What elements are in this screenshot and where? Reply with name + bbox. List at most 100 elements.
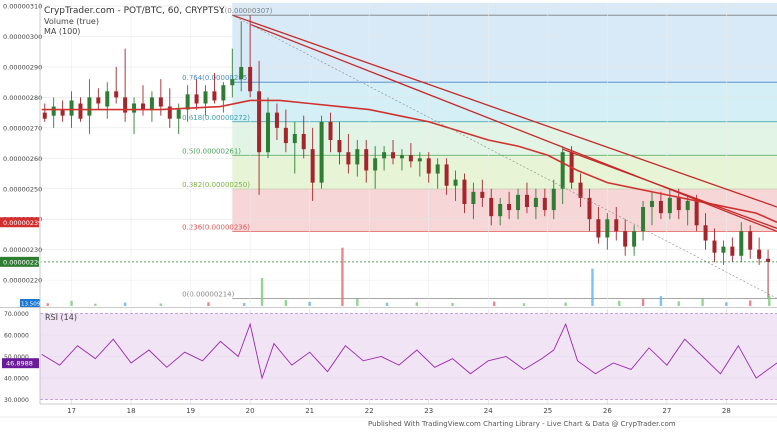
trend-line — [249, 23, 777, 232]
fib-level-label: 1(0.00000307) — [220, 7, 272, 15]
volume-bar — [451, 302, 454, 306]
rsi-tick-label: 50.0000 — [4, 354, 29, 361]
price-tick-label: 0.00000230 — [3, 246, 42, 254]
candle-body — [364, 149, 369, 171]
candle-body — [587, 197, 592, 220]
volume-bar — [260, 278, 264, 306]
candle-body — [212, 91, 217, 101]
fib-level-label: 0.5(0.00000261) — [182, 147, 241, 155]
volume-panel — [46, 247, 771, 306]
candle-body — [542, 197, 547, 211]
candle-body — [649, 200, 654, 208]
last-price-badge — [0, 256, 39, 267]
candle-body — [355, 149, 360, 165]
candle-body — [176, 109, 181, 119]
candle-body — [123, 97, 128, 113]
candle-body — [667, 197, 672, 214]
candle-body — [658, 200, 663, 214]
candle-body — [69, 100, 74, 116]
candle-body — [114, 91, 119, 98]
time-tick-label: 21 — [305, 407, 314, 415]
candle-body — [676, 197, 681, 211]
candle-body — [632, 231, 637, 247]
candle-body — [462, 179, 467, 204]
volume-bar — [591, 268, 594, 306]
candle-body — [551, 188, 556, 211]
rsi-tick-label: 40.0000 — [4, 376, 29, 383]
volume-bar — [94, 303, 97, 306]
candle-body — [203, 91, 208, 104]
candle-body — [498, 203, 503, 217]
chart-title: CrypTrader.com - POT/BTC, 60, CRYPTSY — [44, 6, 225, 16]
price-tick-label: 0.00000310 — [3, 3, 42, 11]
candle-body — [739, 231, 744, 256]
volume-bar — [415, 302, 419, 306]
rsi-legend-label: RSI (14) — [45, 313, 77, 322]
volume-badge-text: 13.509K — [21, 302, 44, 308]
candle-body — [140, 103, 145, 110]
trend-line — [562, 148, 777, 229]
candle-body — [489, 197, 494, 217]
candle-body — [533, 197, 538, 208]
candle-body — [158, 97, 163, 107]
candle-body — [391, 152, 396, 159]
volume-bar — [564, 302, 567, 306]
fib-band — [232, 3, 777, 83]
candle-body — [614, 219, 619, 232]
volume-bar — [768, 295, 771, 306]
candle-body — [399, 155, 404, 159]
time-tick-label: 22 — [365, 407, 374, 415]
volume-bar — [308, 301, 311, 306]
rsi-tick-label: 60.0000 — [4, 332, 29, 339]
time-tick-label: 23 — [424, 407, 433, 415]
volume-bar — [677, 301, 680, 306]
candle-body — [578, 182, 583, 198]
candle-body — [757, 249, 762, 259]
candle-body — [60, 109, 65, 116]
volume-bar — [493, 301, 496, 306]
candle-body — [453, 179, 458, 186]
candle-body — [382, 152, 387, 159]
candle-body — [87, 97, 92, 116]
volume-bar — [522, 303, 526, 306]
time-tick-label: 25 — [543, 407, 552, 415]
candle-body — [51, 106, 56, 116]
candle-body — [239, 66, 244, 80]
candle-body — [480, 191, 485, 198]
price-panel: 1(0.00000307) 0.764(0.00000285) 0.618(0.00… — [40, 3, 777, 306]
time-tick-label: 17 — [67, 407, 76, 415]
price-tick-label: 0.00000280 — [3, 94, 42, 102]
candle-body — [266, 112, 271, 153]
candle-body — [132, 103, 137, 113]
rsi-panel — [40, 309, 777, 404]
volume-bar — [341, 247, 344, 306]
fib-band — [232, 231, 777, 299]
volume-bar — [356, 298, 359, 306]
candle-body — [605, 219, 610, 238]
candle-body — [185, 94, 190, 110]
candle-body — [346, 152, 351, 165]
fib-level-label: 0(0.00000214) — [182, 290, 234, 298]
candle-body — [623, 231, 628, 247]
candle-body — [292, 133, 297, 144]
candle-body — [748, 231, 753, 250]
candle-body — [230, 79, 235, 86]
fib-band — [232, 82, 777, 122]
volume-bar — [70, 300, 73, 306]
candle-body — [712, 240, 717, 253]
high-price-badge — [0, 217, 39, 228]
candle-body — [96, 97, 101, 104]
axes: 0.00000310 0.00000300 0.00000290 0.00000280… — [0, 3, 777, 418]
ma-legend-label: MA (100) — [44, 27, 81, 36]
rsi-tick-label: 70.0000 — [4, 311, 29, 318]
rsi-value-badge-text: 46.8988 — [6, 360, 33, 368]
candle-body — [694, 200, 699, 226]
volume-bar — [207, 302, 210, 306]
candle-body — [507, 203, 512, 211]
rsi-line — [41, 322, 777, 380]
candle-body — [596, 219, 601, 238]
price-tick-label: 0.00000300 — [3, 33, 42, 41]
fib-level-label: 0.764(0.00000285) — [182, 74, 250, 82]
candle-body — [426, 158, 431, 174]
candle-body — [257, 91, 262, 153]
